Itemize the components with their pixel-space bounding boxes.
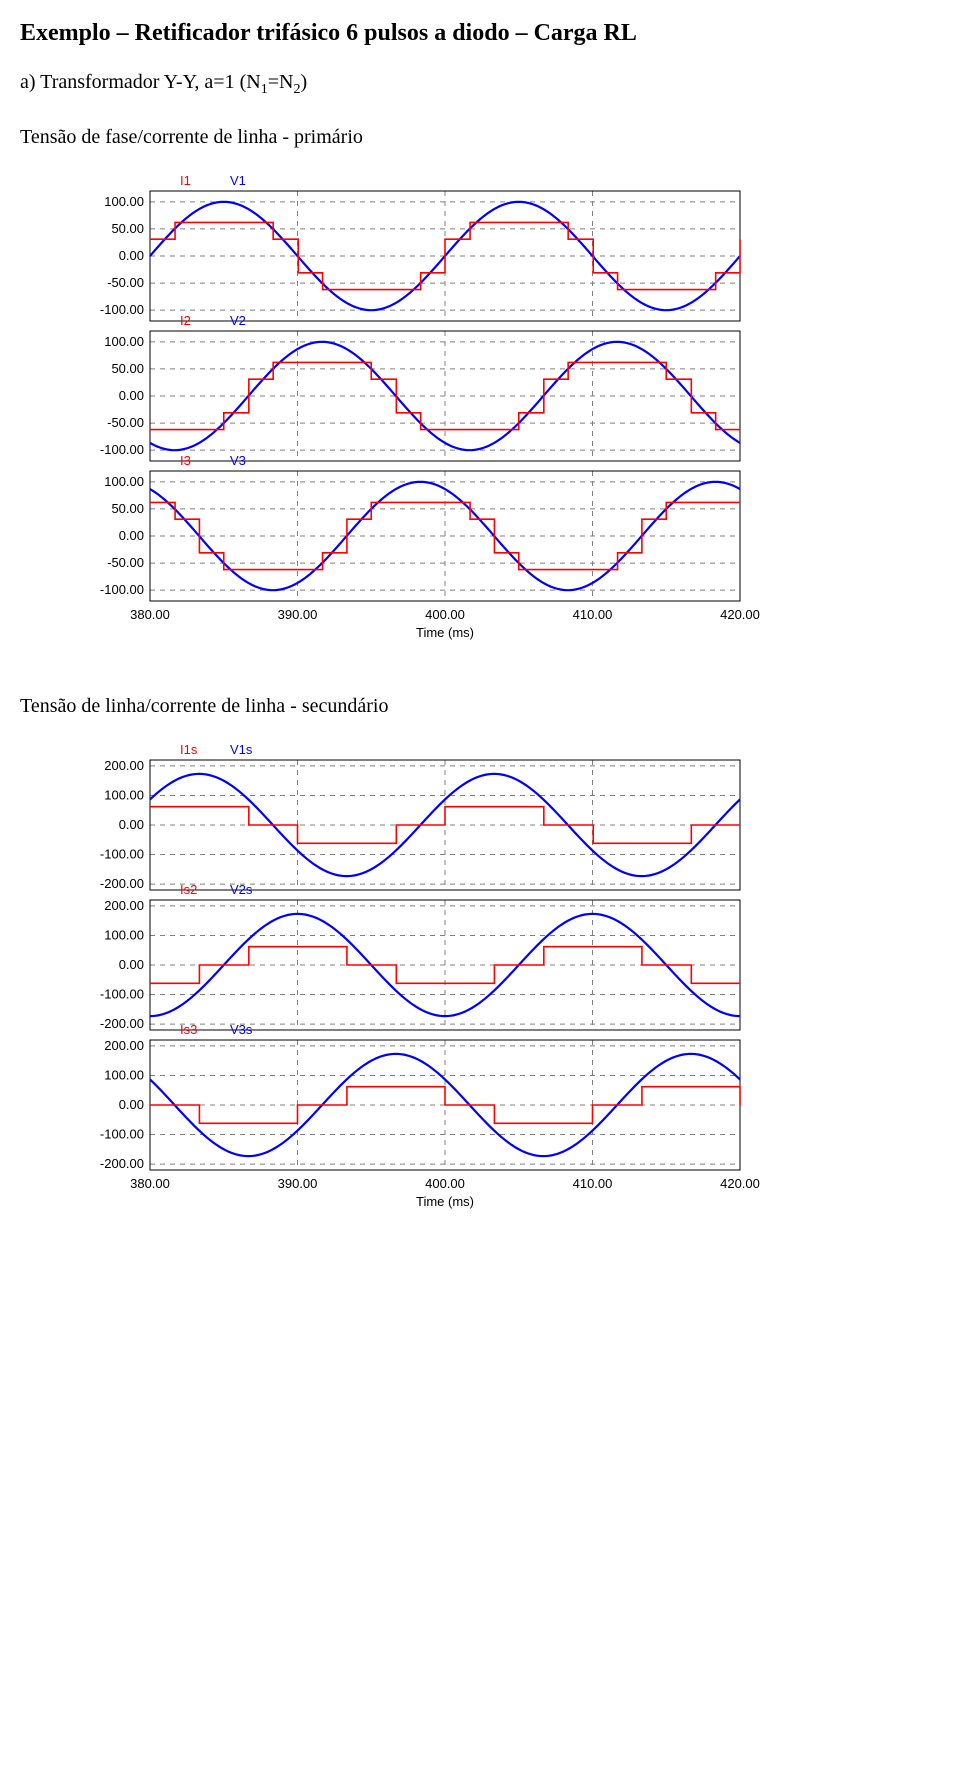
chart-secondary: I1s V1s 200.00 100.00 0.00 -100.00 -200.00 Is2 V…	[80, 736, 780, 1236]
svg-text:100.00: 100.00	[104, 1067, 144, 1082]
subsection-a-end: )	[300, 71, 307, 93]
svg-text:0.00: 0.00	[119, 248, 144, 263]
subsection-a-sub1: 1	[261, 82, 268, 97]
subsection-a-mid: =N	[268, 71, 294, 93]
svg-text:V3s: V3s	[230, 1022, 253, 1037]
svg-text:400.00: 400.00	[425, 1176, 465, 1191]
svg-text:100.00: 100.00	[104, 927, 144, 942]
svg-text:I2: I2	[180, 313, 191, 328]
svg-text:-200.00: -200.00	[100, 876, 144, 891]
svg-text:100.00: 100.00	[104, 194, 144, 209]
svg-text:420.00: 420.00	[720, 607, 760, 622]
chart-primary: I1 V1 100.00 50.00 0.00 -50.00 -100.00 I2 V2 100.…	[80, 167, 780, 667]
svg-text:-100.00: -100.00	[100, 847, 144, 862]
svg-text:-50.00: -50.00	[107, 555, 144, 570]
svg-text:50.00: 50.00	[111, 501, 144, 516]
svg-text:Time (ms): Time (ms)	[416, 1194, 474, 1209]
svg-text:-100.00: -100.00	[100, 987, 144, 1002]
svg-text:-100.00: -100.00	[100, 582, 144, 597]
svg-text:400.00: 400.00	[425, 607, 465, 622]
svg-text:390.00: 390.00	[278, 1176, 318, 1191]
svg-text:Is3: Is3	[180, 1022, 197, 1037]
svg-text:380.00: 380.00	[130, 1176, 170, 1191]
svg-text:0.00: 0.00	[119, 817, 144, 832]
svg-text:410.00: 410.00	[573, 1176, 613, 1191]
svg-text:V2s: V2s	[230, 882, 253, 897]
svg-text:50.00: 50.00	[111, 361, 144, 376]
subsection-a: a) Transformador Y-Y, a=1 (N1=N2)	[20, 71, 940, 98]
chart-primary-wrap: I1 V1 100.00 50.00 0.00 -50.00 -100.00 I2 V2 100.…	[20, 167, 940, 667]
svg-text:380.00: 380.00	[130, 607, 170, 622]
svg-text:-100.00: -100.00	[100, 302, 144, 317]
svg-text:-50.00: -50.00	[107, 275, 144, 290]
svg-text:200.00: 200.00	[104, 898, 144, 913]
page: Exemplo – Retificador trifásico 6 pulsos…	[0, 0, 960, 1288]
svg-text:200.00: 200.00	[104, 758, 144, 773]
svg-text:0.00: 0.00	[119, 957, 144, 972]
svg-text:200.00: 200.00	[104, 1038, 144, 1053]
svg-text:I1: I1	[180, 173, 191, 188]
svg-text:0.00: 0.00	[119, 1097, 144, 1112]
svg-text:0.00: 0.00	[119, 388, 144, 403]
svg-text:-100.00: -100.00	[100, 442, 144, 457]
svg-text:I1s: I1s	[180, 742, 198, 757]
svg-text:-200.00: -200.00	[100, 1156, 144, 1171]
page-title: Exemplo – Retificador trifásico 6 pulsos…	[20, 20, 940, 47]
svg-text:410.00: 410.00	[573, 607, 613, 622]
svg-text:V2: V2	[230, 313, 246, 328]
svg-text:100.00: 100.00	[104, 334, 144, 349]
svg-text:Is2: Is2	[180, 882, 197, 897]
svg-text:I3: I3	[180, 453, 191, 468]
svg-text:V3: V3	[230, 453, 246, 468]
svg-text:V1: V1	[230, 173, 246, 188]
svg-text:Time (ms): Time (ms)	[416, 625, 474, 640]
chart-secondary-wrap: I1s V1s 200.00 100.00 0.00 -100.00 -200.00 Is2 V…	[20, 736, 940, 1236]
svg-text:-50.00: -50.00	[107, 415, 144, 430]
svg-text:-200.00: -200.00	[100, 1016, 144, 1031]
svg-text:V1s: V1s	[230, 742, 253, 757]
svg-text:420.00: 420.00	[720, 1176, 760, 1191]
subhead-secondary: Tensão de linha/corrente de linha - secu…	[20, 695, 940, 718]
subhead-primary: Tensão de fase/corrente de linha - primá…	[20, 126, 940, 149]
svg-text:0.00: 0.00	[119, 528, 144, 543]
svg-text:100.00: 100.00	[104, 787, 144, 802]
subsection-a-text: a) Transformador Y-Y, a=1 (N	[20, 71, 261, 93]
svg-text:100.00: 100.00	[104, 474, 144, 489]
svg-text:-100.00: -100.00	[100, 1127, 144, 1142]
svg-text:390.00: 390.00	[278, 607, 318, 622]
svg-text:50.00: 50.00	[111, 221, 144, 236]
